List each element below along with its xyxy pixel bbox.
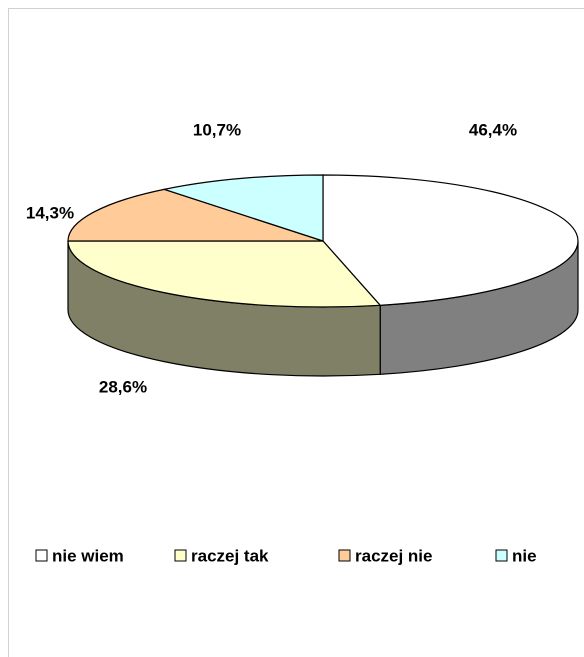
legend-swatch (495, 549, 508, 562)
slice (67, 240, 382, 308)
slice (161, 174, 324, 242)
legend-label: raczej nie (355, 546, 433, 565)
data-label: 14,3% (26, 203, 74, 222)
legend-swatch (174, 549, 187, 562)
legend-swatch (338, 549, 351, 562)
legend-label: nie wiem (52, 546, 124, 565)
data-label: 10,7% (193, 120, 241, 139)
slice (67, 188, 324, 242)
legend-swatch (35, 549, 48, 562)
legend-label: raczej tak (191, 546, 269, 565)
legend-label: nie (512, 546, 537, 565)
data-label: 46,4% (469, 120, 517, 139)
data-label: 28,6% (99, 377, 147, 396)
slice (322, 174, 579, 306)
